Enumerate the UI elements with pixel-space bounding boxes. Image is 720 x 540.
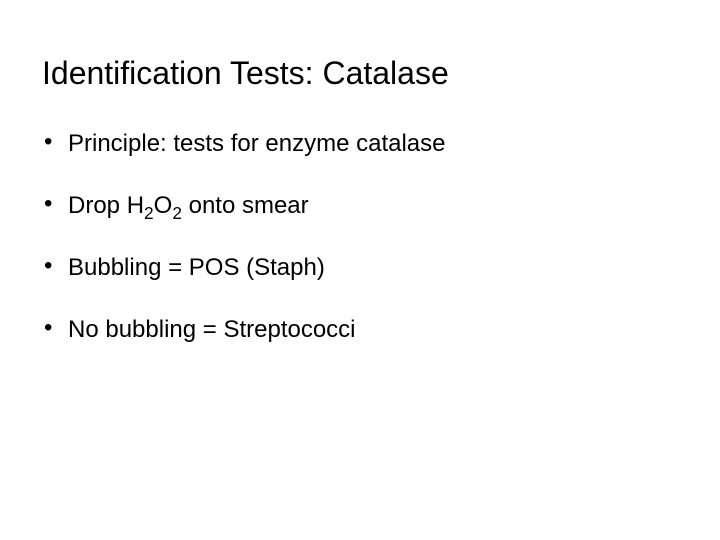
bullet-text: No bubbling = Streptococci: [68, 316, 356, 343]
bullet-text: Principle: tests for enzyme catalase: [68, 130, 446, 157]
subscript: 2: [144, 203, 154, 223]
list-item: Drop H2O2 onto smear: [44, 192, 680, 220]
slide: Identification Tests: Catalase Principle…: [0, 0, 720, 540]
subscript: 2: [172, 203, 182, 223]
list-item: Bubbling = POS (Staph): [44, 254, 680, 282]
bullet-text-suffix: onto smear: [182, 192, 309, 219]
bullet-list: Principle: tests for enzyme catalase Dro…: [40, 130, 680, 344]
list-item: Principle: tests for enzyme catalase: [44, 130, 680, 158]
bullet-text-mid: O: [154, 192, 173, 219]
list-item: No bubbling = Streptococci: [44, 316, 680, 344]
slide-title: Identification Tests: Catalase: [40, 55, 680, 92]
bullet-text: Bubbling = POS (Staph): [68, 254, 325, 281]
bullet-text-prefix: Drop H: [68, 192, 144, 219]
